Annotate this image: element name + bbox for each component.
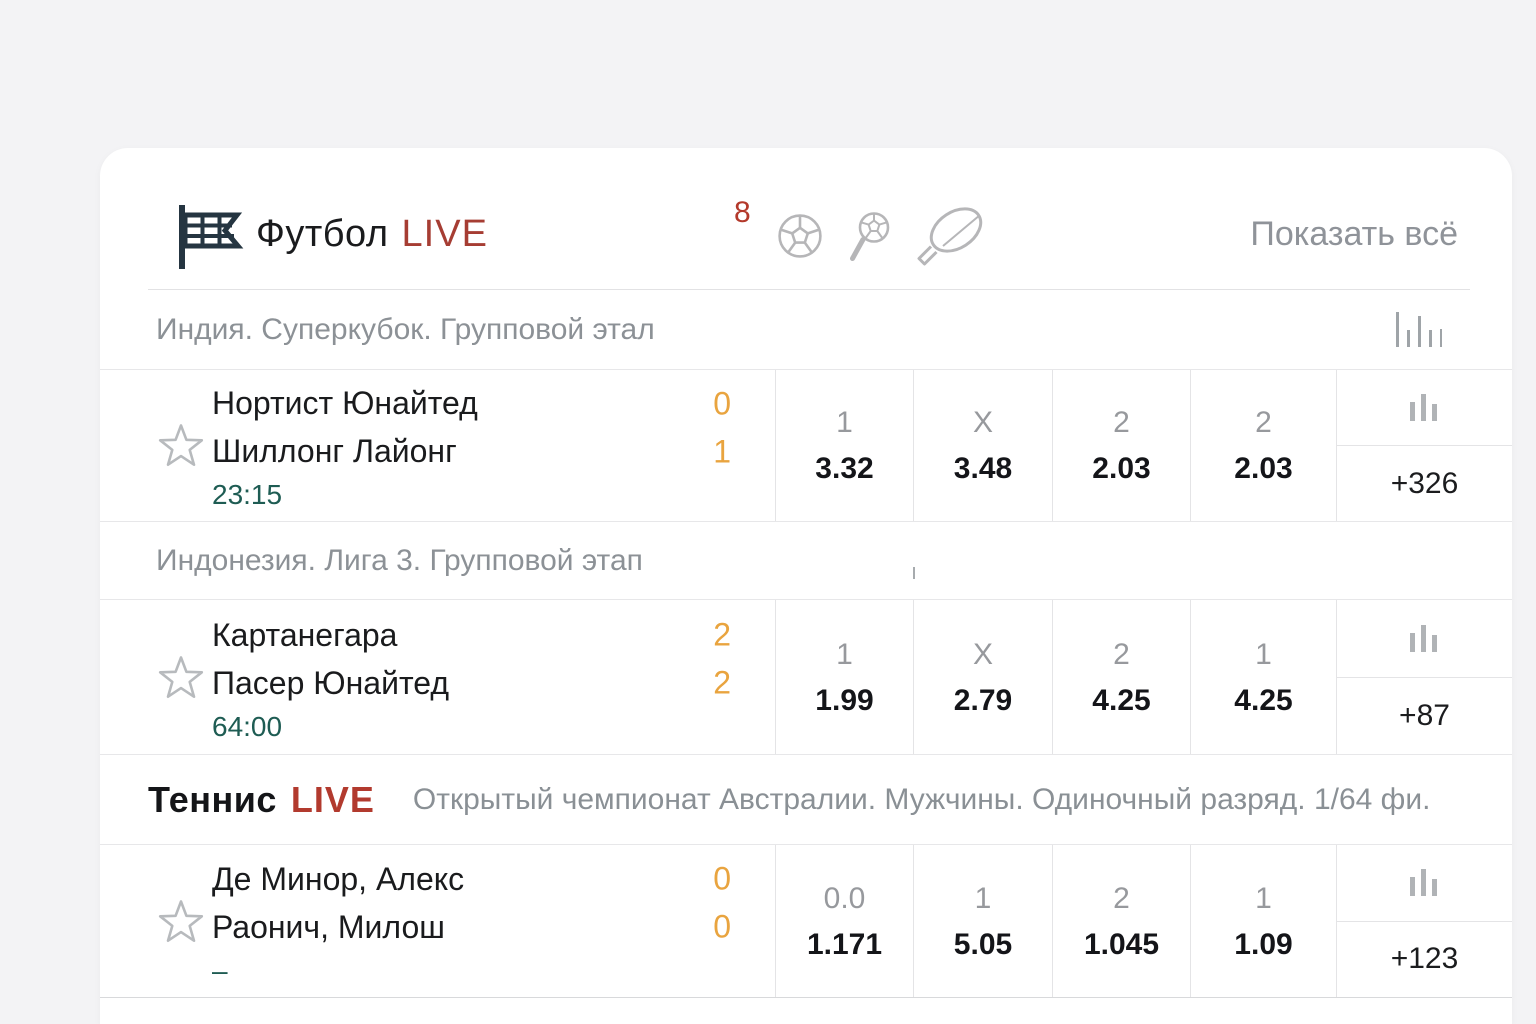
odds-label: 2 — [1113, 881, 1130, 915]
team1-name: Картанегара — [212, 616, 398, 653]
odds-value: 4.25 — [1234, 683, 1293, 717]
more-markets-count: +87 — [1399, 698, 1450, 732]
odds-value: 2.79 — [953, 683, 1013, 717]
odds-cell-extra[interactable]: 1 1.09 — [1190, 845, 1336, 997]
table-tennis-filter-icon[interactable] — [847, 210, 893, 266]
odds-label: 1 — [836, 637, 853, 671]
stats-bars-icon — [1409, 394, 1437, 422]
match-summary[interactable]: Де Минор, Алекс Раонич, Милош – 0 0 — [100, 845, 775, 997]
team2-score: 2 — [713, 664, 731, 701]
show-all-link[interactable]: Показать всё — [1250, 214, 1458, 253]
odds-cell-1[interactable]: 1 3.32 — [775, 370, 913, 521]
league-header-indonesia: Индонезия. Лига 3. Групповой этап — [100, 522, 1512, 600]
odds-value: 1.09 — [1234, 927, 1293, 961]
favorite-star-icon[interactable] — [158, 655, 204, 700]
odds-cell-extra[interactable]: 2 2.03 — [1190, 370, 1336, 521]
odds-value: 4.25 — [1092, 683, 1151, 717]
team-names: Картанегара Пасер Юнайтед 64:00 — [212, 611, 449, 744]
odds-value: 3.48 — [953, 452, 1013, 485]
odds-label: 2 — [1113, 637, 1130, 671]
odds-value: 2.03 — [1234, 452, 1293, 485]
odds-label: 2 — [1113, 406, 1130, 439]
tennis-live-label: LIVE — [290, 778, 375, 820]
odds-value: 3.32 — [815, 452, 874, 485]
player2-score: 0 — [713, 908, 731, 945]
odds-cell-1[interactable]: 1 1.99 — [775, 600, 913, 754]
odds-cell-2[interactable]: 2 4.25 — [1052, 600, 1190, 754]
more-markets-count: +123 — [1390, 942, 1459, 976]
league-stats-bars-icon[interactable] — [1396, 312, 1442, 347]
odds-label: 1 — [974, 881, 992, 915]
score-column: 0 1 — [713, 379, 731, 512]
odds-label: 1 — [1255, 637, 1272, 671]
live-label: LIVE — [401, 212, 488, 255]
match-summary[interactable]: Картанегара Пасер Юнайтед 64:00 2 2 — [100, 600, 775, 754]
odds-value: 1.171 — [806, 927, 883, 961]
odds-cell-2[interactable]: 2 1.045 — [1052, 845, 1190, 997]
more-markets-cell[interactable]: +326 — [1336, 370, 1512, 521]
match-row-tennis: Де Минор, Алекс Раонич, Милош – 0 0 0.0 … — [100, 845, 1512, 998]
odds-cell-x[interactable]: X 2.79 — [913, 600, 1052, 754]
match-time: 64:00 — [212, 710, 283, 742]
football-filter-icon[interactable] — [777, 212, 823, 260]
league-title: Индия. Суперкубок. Групповой этал — [156, 312, 655, 346]
favorite-star-icon[interactable] — [158, 899, 204, 944]
sport-title: Футбол — [256, 212, 389, 255]
stats-bars-icon — [1409, 869, 1437, 897]
match-time: 23:15 — [212, 479, 283, 510]
odds-label: X — [972, 637, 993, 671]
match-stats-area — [1337, 845, 1512, 922]
odds-label: X — [972, 406, 993, 439]
match-row-football-1: Нортист Юнайтед Шиллонг Лайонг 23:15 0 1… — [100, 370, 1512, 522]
odds-cell-1[interactable]: 1 5.05 — [913, 845, 1052, 997]
odds-value: 1.045 — [1083, 927, 1160, 961]
odds-label: 1 — [836, 406, 853, 439]
tennis-section-header: Теннис LIVE Открытый чемпионат Австралии… — [100, 755, 1512, 845]
odds-cell-handicap[interactable]: 0.0 1.171 — [775, 845, 913, 997]
match-stats-area — [1337, 600, 1512, 678]
player-names: Де Минор, Алекс Раонич, Милош – — [212, 855, 464, 988]
live-count-badge: 8 — [734, 196, 751, 229]
player2-name: Раонич, Милош — [212, 908, 445, 945]
team2-name: Шиллонг Лайонг — [212, 433, 457, 469]
odds-cell-x[interactable]: X 3.48 — [913, 370, 1052, 521]
match-stats-area — [1337, 370, 1512, 447]
odds-label: 0.0 — [823, 881, 866, 915]
match-summary[interactable]: Нортист Юнайтед Шиллонг Лайонг 23:15 0 1 — [100, 370, 775, 521]
odds-label: 1 — [1255, 881, 1272, 915]
more-markets-count: +326 — [1390, 466, 1459, 500]
widget-header: Футбол LIVE 8 — [100, 148, 1512, 290]
match-time: – — [212, 954, 228, 986]
more-markets-cell[interactable]: +87 — [1336, 600, 1512, 754]
odds-value: 2.03 — [1092, 452, 1151, 485]
tennis-title: Теннис — [148, 778, 277, 820]
score-column: 0 0 — [713, 855, 731, 988]
league-header-india: Индия. Суперкубок. Групповой этал — [100, 290, 1512, 370]
odds-value: 5.05 — [953, 927, 1013, 961]
odds-cell-extra[interactable]: 1 4.25 — [1190, 600, 1336, 754]
corner-flag-icon — [174, 205, 246, 269]
league-title: Индонезия. Лига 3. Групповой этап — [156, 543, 643, 577]
tennis-filter-icon[interactable] — [914, 203, 990, 269]
odds-cell-2[interactable]: 2 2.03 — [1052, 370, 1190, 521]
stats-bars-icon — [1409, 624, 1437, 652]
live-events-card: Футбол LIVE 8 — [100, 148, 1512, 1024]
artifact-tick — [913, 567, 915, 579]
player1-name: Де Минор, Алекс — [212, 860, 465, 897]
player1-score: 0 — [713, 860, 731, 897]
odds-value: 1.99 — [815, 683, 874, 717]
team2-name: Пасер Юнайтед — [212, 664, 450, 701]
score-column: 2 2 — [713, 611, 731, 744]
team-names: Нортист Юнайтед Шиллонг Лайонг 23:15 — [212, 379, 478, 512]
odds-label: 2 — [1255, 406, 1272, 439]
team2-score: 1 — [713, 433, 731, 469]
more-markets-cell[interactable]: +123 — [1336, 845, 1512, 997]
team1-score: 2 — [713, 616, 731, 653]
team1-score: 0 — [713, 385, 731, 421]
team1-name: Нортист Юнайтед — [212, 385, 478, 421]
tournament-name: Открытый чемпионат Австралии. Мужчины. О… — [412, 782, 1431, 816]
match-row-football-2: Картанегара Пасер Юнайтед 64:00 2 2 1 1.… — [100, 600, 1512, 755]
favorite-star-icon[interactable] — [158, 423, 204, 468]
